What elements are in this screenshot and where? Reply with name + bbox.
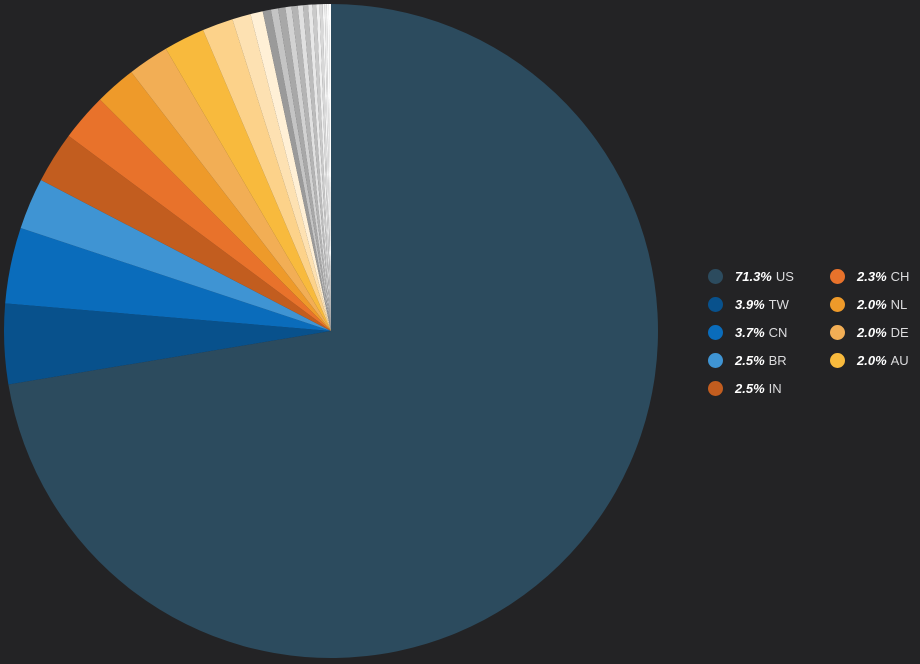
pie-slice-us [8,4,658,658]
legend-item-cn: 3.7% CN [708,318,830,346]
pie-slice-23 [322,4,331,331]
pie-slice-ch [68,99,332,331]
legend-item-tw: 3.9% TW [708,290,830,318]
pie-slice-17 [297,5,331,331]
legend-label: NL [890,296,908,312]
pie-slice-in [40,135,331,331]
pie-slice-nl [99,72,331,332]
legend-label: AU [890,352,909,368]
legend-value: 71.3% [735,268,772,284]
legend-label: BR [768,352,787,368]
legend-swatch [830,352,845,368]
pie-slice-25 [326,4,331,331]
pie-slice-20 [312,4,331,332]
pie-slice-19 [308,4,331,332]
pie-slice-21 [316,4,331,331]
pie-slice-9 [203,19,331,332]
legend-label: CN [768,324,788,340]
pie-slice-10 [232,14,331,332]
legend-value: 2.5% [735,380,765,396]
chart-legend: 71.3% US 3.9% TW 3.7% CN 2.5% BR 2.5% IN 2.3% CH 2.0… [708,262,920,402]
legend-item-us: 71.3% US [708,262,830,290]
pie-slice-au [165,30,331,331]
legend-swatch [708,268,723,284]
pie-slice-14 [278,7,331,331]
legend-item-de: 2.0% DE [830,318,920,346]
legend-item-au: 2.0% AU [830,346,920,374]
pie-slice-13 [270,8,331,331]
legend-label: CH [890,268,910,284]
legend-value: 3.7% [735,324,765,340]
pie-slice-tw [4,303,332,385]
legend-label: US [775,268,794,284]
legend-value: 2.0% [857,324,887,340]
legend-value: 2.3% [857,268,887,284]
pie-slice-de [131,48,331,331]
legend-value: 2.0% [857,352,887,368]
legend-swatch [708,324,723,340]
pie-slice-br [20,179,331,331]
pie-slice-22 [319,4,331,331]
legend-swatch [830,268,845,284]
legend-swatch [708,296,723,312]
legend-swatch [830,296,845,312]
pie-slice-cn [5,227,331,331]
legend-label: IN [768,380,782,396]
pie-slice-12 [262,9,331,332]
pie-slice-11 [250,11,331,331]
legend-item-br: 2.5% BR [708,346,830,374]
legend-label: TW [768,296,789,312]
legend-value: 2.5% [735,352,765,368]
pie-slice-18 [302,4,331,332]
legend-swatch [830,324,845,340]
legend-value: 3.9% [735,296,765,312]
pie-slice-24 [324,4,331,331]
pie-slice-26 [328,4,331,331]
pie-slice-15 [285,6,331,332]
legend-swatch [708,352,723,368]
pie-slice-16 [291,5,331,332]
legend-item-nl: 2.0% NL [830,290,920,318]
legend-label: DE [890,324,909,340]
legend-swatch [708,380,723,396]
legend-item-in: 2.5% IN [708,374,830,402]
legend-item-ch: 2.3% CH [830,262,920,290]
legend-value: 2.0% [857,296,887,312]
